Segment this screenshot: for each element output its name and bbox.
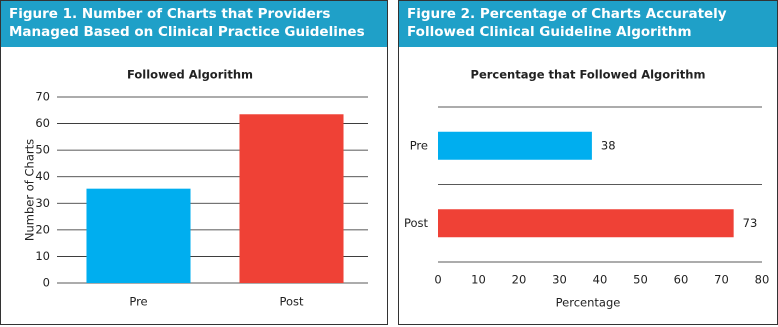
y-tick-label: 60 bbox=[35, 116, 50, 130]
x-tick-label: 50 bbox=[633, 273, 648, 287]
figure-caption: Figure 1. Number of Charts that Provider… bbox=[1, 1, 387, 47]
chart-title: Percentage that Followed Algorithm bbox=[471, 68, 706, 82]
panel: Figure 1. Number of Charts that Provider… bbox=[0, 0, 388, 325]
x-tick-label: Post bbox=[279, 295, 304, 309]
x-tick-label: 10 bbox=[471, 273, 486, 287]
x-tick-label: 40 bbox=[593, 273, 608, 287]
data-label: 38 bbox=[601, 138, 616, 152]
bar bbox=[86, 188, 191, 283]
x-tick-label: 0 bbox=[434, 273, 441, 287]
bar bbox=[438, 209, 734, 238]
y-tick-label: 0 bbox=[43, 276, 50, 290]
y-axis-label: Number of Charts bbox=[23, 139, 37, 241]
x-tick-label: 80 bbox=[755, 273, 770, 287]
panel: Figure 2. Percentage of Charts Accuratel… bbox=[398, 0, 778, 325]
x-tick-label: 20 bbox=[512, 273, 527, 287]
y-tick-label: 20 bbox=[35, 222, 50, 236]
x-tick-label: Pre bbox=[129, 295, 147, 309]
y-tick-label: 50 bbox=[35, 143, 50, 157]
y-tick-label: 30 bbox=[35, 196, 50, 210]
y-tick-label: 40 bbox=[35, 169, 50, 183]
y-tick-label: 70 bbox=[35, 90, 50, 104]
y-tick-label: Pre bbox=[410, 138, 428, 152]
x-axis-label: Percentage bbox=[556, 296, 621, 310]
data-label: 73 bbox=[743, 216, 758, 230]
x-tick-label: 30 bbox=[552, 273, 567, 287]
figure-caption: Figure 2. Percentage of Charts Accuratel… bbox=[399, 1, 777, 47]
y-tick-label: 10 bbox=[35, 249, 50, 263]
bar bbox=[239, 114, 344, 284]
chart-title: Followed Algorithm bbox=[127, 68, 253, 82]
x-tick-label: 60 bbox=[674, 273, 689, 287]
x-tick-label: 70 bbox=[714, 273, 729, 287]
bar bbox=[438, 131, 592, 160]
y-tick-label: Post bbox=[404, 216, 429, 230]
